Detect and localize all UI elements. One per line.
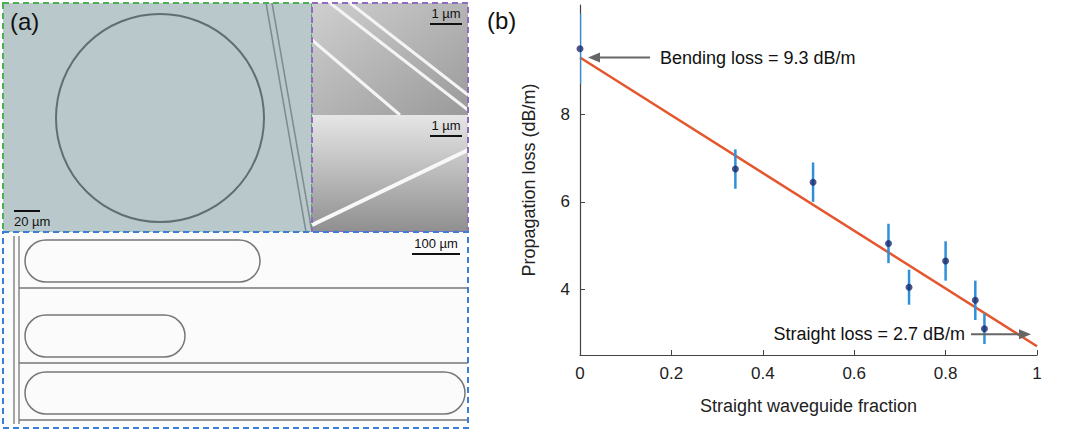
svg-text:Propagation loss (dB/m): Propagation loss (dB/m) xyxy=(519,83,539,276)
svg-text:0.6: 0.6 xyxy=(842,364,866,383)
svg-text:0.8: 0.8 xyxy=(934,364,958,383)
svg-text:0.2: 0.2 xyxy=(660,364,684,383)
svg-text:Straight waveguide fraction: Straight waveguide fraction xyxy=(700,396,917,416)
svg-text:8: 8 xyxy=(561,105,570,124)
svg-text:(a): (a) xyxy=(10,8,39,35)
svg-text:4: 4 xyxy=(561,280,570,299)
svg-text:1 µm: 1 µm xyxy=(431,6,460,21)
svg-text:6: 6 xyxy=(561,192,570,211)
svg-text:0.4: 0.4 xyxy=(751,364,775,383)
svg-text:1: 1 xyxy=(1032,364,1041,383)
svg-text:0: 0 xyxy=(575,364,584,383)
svg-text:100 µm: 100 µm xyxy=(414,236,458,251)
svg-text:Straight loss = 2.7 dB/m: Straight loss = 2.7 dB/m xyxy=(773,324,965,344)
svg-text:20 µm: 20 µm xyxy=(14,214,50,229)
svg-text:1 µm: 1 µm xyxy=(431,118,460,133)
svg-text:(b): (b) xyxy=(487,7,516,34)
svg-text:Bending loss = 9.3 dB/m: Bending loss = 9.3 dB/m xyxy=(660,48,856,68)
